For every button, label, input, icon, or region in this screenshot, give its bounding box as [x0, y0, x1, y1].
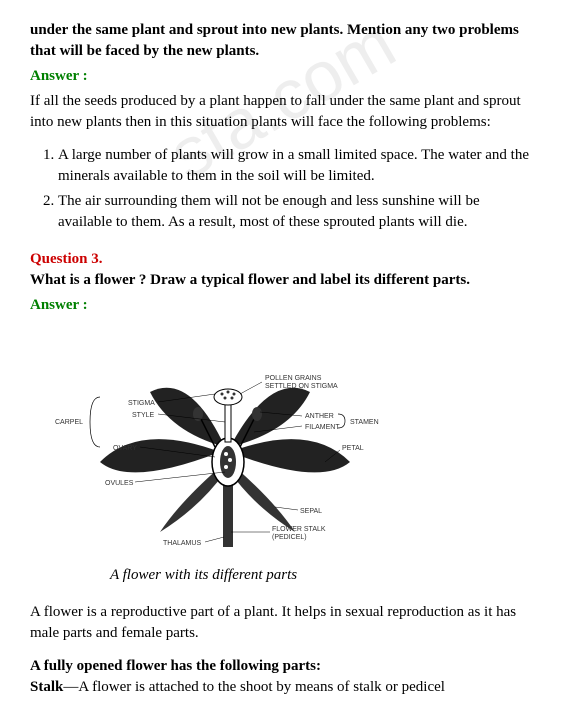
pollen-dot [231, 397, 234, 400]
label-stigma: STIGMA [128, 400, 155, 407]
question-3-text: What is a flower ? Draw a typical flower… [30, 270, 533, 291]
label-line [275, 507, 298, 510]
carpel-bracket [90, 397, 100, 447]
pollen-dot [221, 393, 224, 396]
ovule-dot [224, 465, 228, 469]
label-sepal: SEPAL [300, 508, 322, 515]
question-2-continuation: under the same plant and sprout into new… [30, 20, 533, 62]
label-stamen: STAMEN [350, 419, 379, 426]
question-3-label: Question 3. [30, 249, 533, 270]
label-line [205, 537, 224, 542]
ovules-shape [220, 446, 236, 478]
flower-svg: STIGMA STYLE OVARY OVULES CARPEL POLLEN … [40, 332, 420, 552]
ovule-dot [224, 452, 228, 456]
label-pollen-2: SETTLED ON STIGMA [265, 383, 338, 390]
pollen-dot [233, 393, 236, 396]
label-style: STYLE [132, 412, 155, 419]
ovule-dot [228, 458, 232, 462]
label-anther: ANTHER [305, 413, 334, 420]
petal-right [230, 439, 350, 472]
label-filament: FILAMENT [305, 424, 340, 431]
pollen-dot [227, 391, 230, 394]
q3-answer-intro: A flower is a reproductive part of a pla… [30, 602, 533, 644]
list-item: A large number of plants will grow in a … [58, 145, 533, 187]
label-flower-stalk-1: FLOWER STALK [272, 526, 326, 533]
label-pollen-1: POLLEN GRAINS [265, 375, 322, 382]
label-flower-stalk-2: (PEDICEL) [272, 534, 307, 541]
q2-answer-intro: If all the seeds produced by a plant hap… [30, 91, 533, 133]
answer-label-q2: Answer : [30, 66, 533, 87]
label-ovary: OVARY [113, 445, 137, 452]
list-item: The air surrounding them will not be eno… [58, 191, 533, 233]
flower-diagram: STIGMA STYLE OVARY OVULES CARPEL POLLEN … [30, 332, 533, 586]
q2-problems-list: A large number of plants will grow in a … [58, 145, 533, 233]
stalk-text: —A flower is attached to the shoot by me… [63, 679, 445, 695]
label-ovules: OVULES [105, 480, 134, 487]
answer-label-q3: Answer : [30, 295, 533, 316]
label-line [240, 382, 262, 394]
stalk-label: Stalk [30, 679, 63, 695]
label-petal: PETAL [342, 445, 364, 452]
pollen-dot [224, 397, 227, 400]
page-content: under the same plant and sprout into new… [30, 20, 533, 698]
q3-parts-heading: A fully opened flower has the following … [30, 656, 533, 677]
label-carpel: CARPEL [55, 419, 83, 426]
diagram-caption: A flower with its different parts [110, 565, 533, 586]
label-thalamus: THALAMUS [163, 540, 201, 547]
anther-right [252, 407, 262, 421]
style-shape [225, 402, 231, 442]
